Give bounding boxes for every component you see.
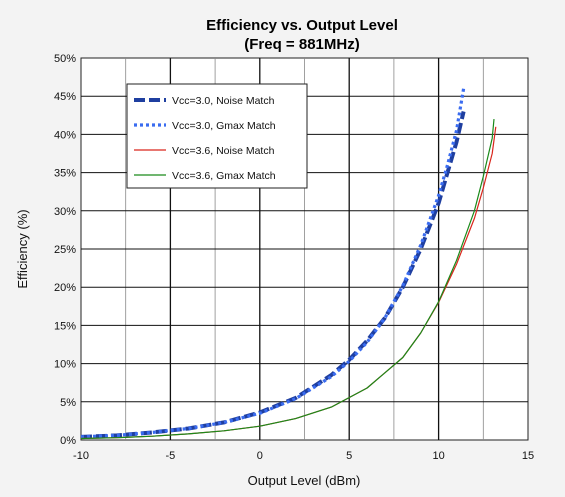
chart-title: Efficiency vs. Output Level — [206, 17, 398, 34]
x-tick-label: 0 — [257, 450, 263, 462]
y-tick-label: 0% — [60, 435, 76, 447]
x-tick-label: 5 — [346, 450, 352, 462]
x-tick-label: 15 — [522, 450, 534, 462]
legend-label-3: Vcc=3.6, Noise Match — [172, 145, 275, 157]
y-tick-label: 15% — [54, 320, 76, 332]
y-tick-label: 40% — [54, 129, 76, 141]
tick-labels: -10 -5 0 5 10 15 0% 5% 10% 15% 20% 25% 30% 35% 40% 45% 5… — [54, 53, 534, 462]
y-tick-label: 10% — [54, 359, 76, 371]
legend-label-2: Vcc=3.0, Gmax Match — [172, 120, 276, 132]
x-tick-label: -5 — [166, 450, 176, 462]
legend-label-1: Vcc=3.0, Noise Match — [172, 95, 275, 107]
x-tick-label: -10 — [73, 450, 89, 462]
y-tick-label: 50% — [54, 53, 76, 65]
y-tick-label: 45% — [54, 91, 76, 103]
series-lines — [80, 88, 497, 440]
chart-subtitle: (Freq = 881MHz) — [244, 36, 359, 53]
y-tick-label: 30% — [54, 206, 76, 218]
y-axis-label: Efficiency (%) — [15, 209, 30, 288]
series-line-1 — [80, 111, 466, 439]
x-tick-label: 10 — [432, 450, 444, 462]
series-line-4 — [80, 119, 495, 440]
x-axis-label: Output Level (dBm) — [248, 473, 361, 488]
y-tick-label: 35% — [54, 168, 76, 180]
y-tick-label: 25% — [54, 244, 76, 256]
y-tick-label: 5% — [60, 397, 76, 409]
y-tick-label: 20% — [54, 282, 76, 294]
legend-label-4: Vcc=3.6, Gmax Match — [172, 170, 276, 182]
legend: Vcc=3.0, Noise Match Vcc=3.0, Gmax Match V… — [126, 83, 308, 189]
